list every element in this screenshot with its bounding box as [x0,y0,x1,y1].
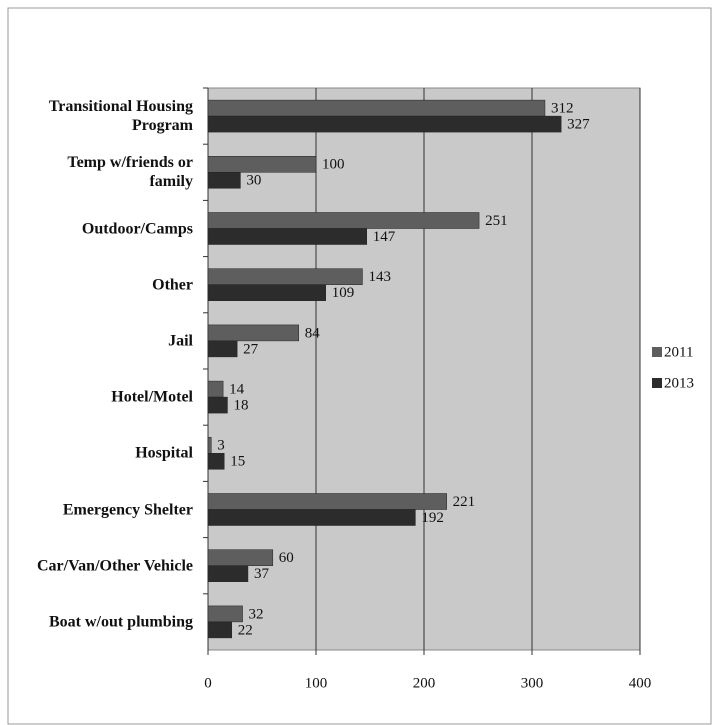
x-tick-label: 400 [629,675,652,691]
category-label: Transitional Housing Program [48,98,193,135]
value-label: 27 [243,341,259,357]
value-label: 327 [567,117,590,133]
value-label: 84 [305,325,321,341]
bar [207,605,243,623]
category-label: Other [152,276,193,294]
bar [207,228,368,245]
bar [207,509,416,526]
legend-swatch [652,347,662,357]
value-label: 192 [421,510,444,526]
bar [207,493,447,510]
category-label: Hotel/Motel [111,388,193,406]
legend-swatch [652,378,662,388]
value-label: 3 [217,438,225,454]
value-label: 22 [238,622,253,638]
x-tick-label: 200 [413,675,436,691]
value-label: 221 [453,494,476,510]
bar [207,172,241,189]
frame [7,7,712,725]
value-label: 312 [551,101,574,117]
category-label: Car/Van/Other Vehicle [36,557,193,575]
category-label: Boat w/out plumbing [48,613,193,631]
value-label: 32 [249,606,264,622]
value-label: 18 [233,398,248,414]
bar [207,212,480,229]
value-label: 147 [373,229,396,245]
legend-label: 2013 [664,375,694,391]
legend-label: 2011 [664,344,693,360]
category-label: Hospital [135,444,193,462]
value-label: 37 [254,566,270,582]
bar [207,115,562,133]
value-label: 60 [279,550,294,566]
category-label: Outdoor/Camps [81,220,193,237]
category-label: Emergency Shelter [62,501,193,518]
bar [207,156,317,173]
bar [207,565,249,582]
category-label: Temp w/friends or family [67,154,193,191]
category-label: Jail [168,332,193,350]
bar [207,380,224,398]
value-label: 251 [485,213,508,229]
x-tick-label: 300 [521,675,544,691]
bar [207,284,326,301]
x-tick-label: 100 [305,675,328,691]
value-label: 100 [322,157,345,173]
value-label: 15 [230,454,245,470]
bar [207,621,233,639]
bar [207,437,212,454]
bar [207,268,363,285]
value-label: 14 [229,382,245,398]
bar [207,324,299,342]
value-label: 109 [332,285,355,301]
bar [207,549,274,566]
bar [207,340,238,358]
value-label: 30 [246,173,261,189]
x-tick-label: 0 [204,675,212,691]
bar [207,453,225,470]
bar [207,396,228,414]
bar [207,99,546,117]
value-label: 143 [368,269,391,285]
